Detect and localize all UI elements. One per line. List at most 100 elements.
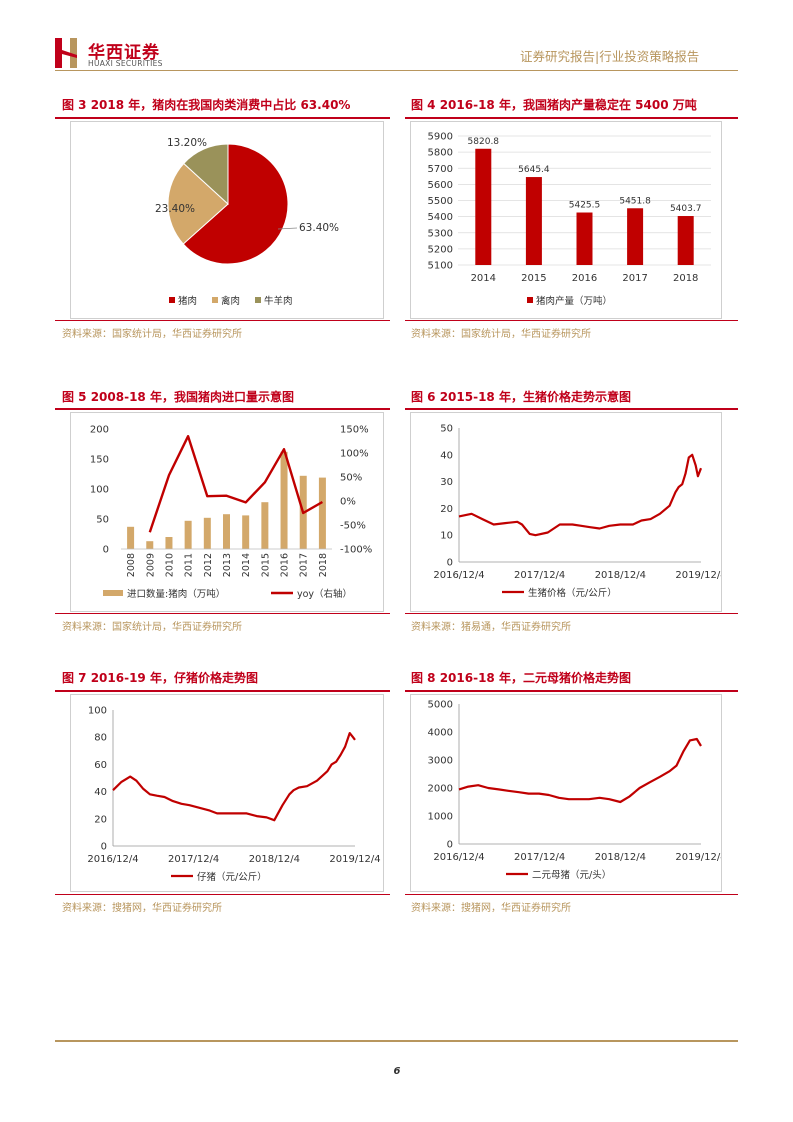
figure-5-title: 图 5 2008-18 年，我国猪肉进口量示意图 — [62, 390, 294, 404]
legend-label: 进口数量:猪肉（万吨） — [127, 588, 225, 600]
footer-divider — [55, 1040, 738, 1042]
legend-label: 生猪价格（元/公斤） — [528, 587, 617, 599]
legend-label: 猪肉产量（万吨） — [536, 295, 612, 307]
figure-6-source: 资料来源：猪易通，华西证券研究所 — [411, 622, 571, 633]
x-tick-label: 2010 — [164, 553, 175, 577]
figure-8-source: 资料来源：搜猪网，华西证券研究所 — [411, 903, 571, 914]
x-tick-label: 2019/12/4 — [329, 854, 380, 865]
figure-6-source-rule — [405, 613, 738, 614]
data-label: 23.40% — [155, 203, 195, 215]
bar — [576, 212, 593, 265]
logo-english-name: HUAXI SECURITIES — [88, 59, 163, 68]
y-tick-label: 1000 — [428, 812, 453, 823]
y2-tick-label: -50% — [340, 521, 366, 532]
bar — [280, 451, 288, 549]
x-tick-label: 2019/12/4 — [675, 852, 721, 863]
data-label: 5820.8 — [468, 137, 500, 147]
x-tick-label: 2008 — [126, 553, 137, 577]
bar — [165, 537, 173, 549]
y-tick-label: 20 — [94, 814, 107, 825]
figure-7-rule — [55, 690, 390, 692]
line-chart: 0 1000 2000 3000 4000 5000 2016/12/4 2017/12/4 2… — [428, 700, 727, 882]
x-tick-label: 2019/12/4 — [675, 570, 721, 581]
y-tick-label: 5700 — [428, 164, 453, 175]
bar — [184, 520, 192, 549]
data-label: 5403.7 — [670, 204, 702, 214]
y-tick-label: 150 — [90, 455, 109, 466]
figure-7-source: 资料来源：搜猪网，华西证券研究所 — [62, 903, 222, 914]
x-tick-label: 2015 — [521, 273, 546, 284]
bar — [203, 517, 211, 549]
figure-4-rule — [405, 117, 738, 119]
header-divider — [55, 70, 738, 71]
figure-3-source-rule — [55, 320, 390, 321]
data-label: 5425.5 — [569, 201, 601, 211]
y-tick-label: 5400 — [428, 212, 453, 223]
bar — [146, 541, 154, 549]
line-chart: 0 20 40 60 80 100 2016/12/4 2017/12/4 2018/12/4 2… — [87, 706, 380, 884]
figure-6-title: 图 6 2015-18 年，生猪价格走势示意图 — [411, 390, 631, 404]
x-tick-label: 2016/12/4 — [87, 854, 138, 865]
y-tick-label: 0 — [447, 840, 453, 851]
figure-7-chart: 0 20 40 60 80 100 2016/12/4 2017/12/4 2018/12/4 2… — [70, 694, 384, 892]
y-tick-label: 5800 — [428, 148, 453, 159]
line-chart: 0 10 20 30 40 50 2016/12/4 2017/12/4 2018/12/4 20… — [433, 424, 726, 600]
figure-6-rule — [405, 408, 738, 410]
figure-4-source: 资料来源：国家统计局，华西证券研究所 — [411, 329, 591, 340]
pie-slice — [183, 143, 229, 206]
legend-label: 仔猪（元/公斤） — [197, 871, 267, 883]
report-type-label: 证券研究报告|行业投资策略报告 — [520, 49, 700, 64]
legend-swatch — [103, 590, 123, 596]
y-tick-label: 50 — [440, 424, 453, 435]
legend-label: 牛羊肉 — [264, 295, 293, 307]
legend-label: 禽肉 — [221, 295, 240, 307]
y2-tick-label: -100% — [340, 545, 372, 556]
data-label: 5451.8 — [619, 196, 651, 206]
y-tick-label: 4000 — [428, 728, 453, 739]
figure-8-rule — [405, 690, 738, 692]
y-tick-label: 100 — [90, 485, 109, 496]
huaxi-logo-icon — [55, 38, 81, 68]
page-number: 6 — [393, 1066, 401, 1077]
combo-bar-line-chart: 0 50 100 150 200 -100% -50% 0% 50% 100% 150% 2008 20… — [90, 425, 372, 601]
x-tick-label: 2018/12/4 — [595, 852, 646, 863]
series-line — [458, 737, 702, 804]
x-tick-label: 2014 — [241, 553, 252, 577]
y-tick-label: 3000 — [428, 756, 453, 767]
x-tick-label: 2017/12/4 — [514, 852, 565, 863]
bar — [127, 526, 135, 549]
y-tick-label: 40 — [94, 787, 107, 798]
legend-swatch — [212, 297, 218, 303]
figure-5-rule — [55, 408, 390, 410]
y-tick-label: 5000 — [428, 700, 453, 711]
y-tick-label: 5600 — [428, 180, 453, 191]
x-tick-label: 2016/12/4 — [433, 852, 484, 863]
bar — [261, 502, 269, 549]
bar — [242, 515, 250, 549]
x-tick-label: 2012 — [203, 553, 214, 577]
y-tick-label: 5500 — [428, 196, 453, 207]
pie-slice — [167, 162, 229, 245]
legend-swatch — [169, 297, 175, 303]
series-line — [458, 453, 703, 537]
figure-3-chart: 63.40% 23.40% 13.20% 猪肉 禽肉 牛羊肉 — [70, 121, 384, 319]
figure-3-rule — [55, 117, 390, 119]
leader-line — [277, 227, 298, 230]
data-label: 63.40% — [299, 222, 339, 234]
y-tick-label: 0 — [447, 558, 453, 569]
y-tick-label: 80 — [94, 733, 107, 744]
figure-3-title: 图 3 2018 年，猪肉在我国肉类消费中占比 63.40% — [62, 98, 351, 112]
y-tick-label: 50 — [96, 515, 109, 526]
x-tick-label: 2016 — [572, 273, 597, 284]
x-tick-label: 2015 — [260, 553, 271, 577]
series-line-yoy — [148, 435, 323, 533]
y-tick-label: 5300 — [428, 228, 453, 239]
y2-tick-label: 50% — [340, 473, 362, 484]
bar — [627, 208, 644, 265]
x-tick-label: 2017/12/4 — [168, 854, 219, 865]
y-tick-label: 2000 — [428, 784, 453, 795]
x-tick-label: 2016 — [280, 553, 291, 577]
legend-label: yoy（右轴） — [297, 588, 352, 600]
y2-tick-label: 0% — [340, 497, 356, 508]
x-tick-label: 2013 — [222, 553, 233, 577]
